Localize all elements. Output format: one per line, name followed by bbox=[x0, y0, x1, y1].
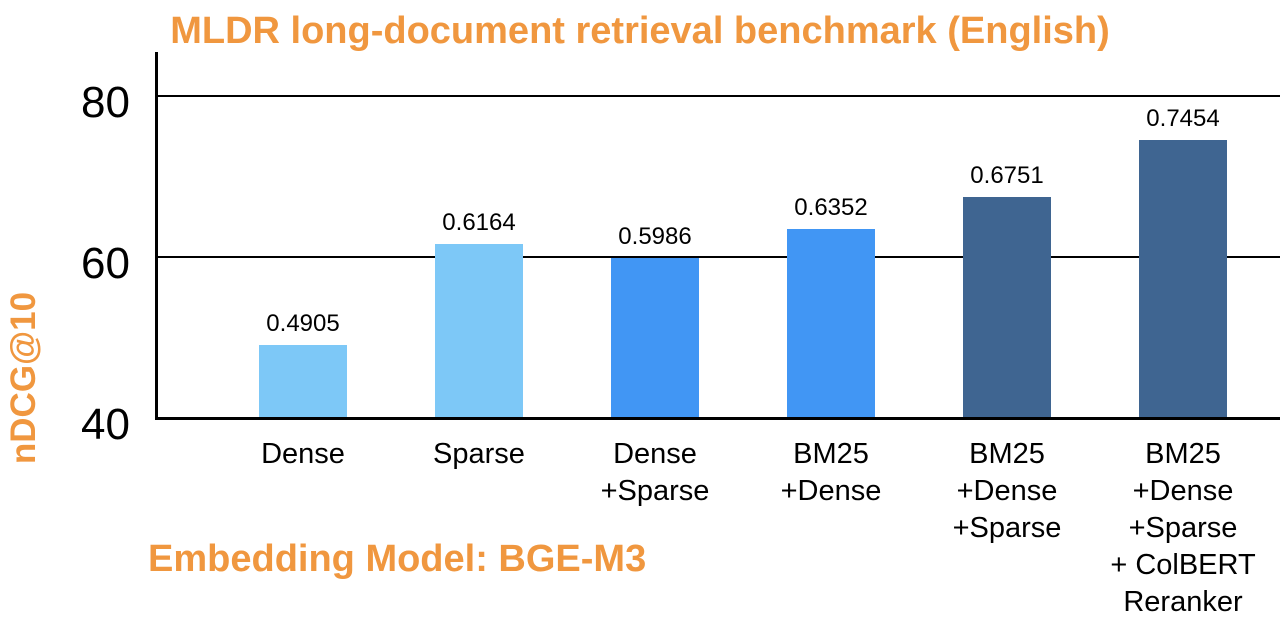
category-label-line: +Dense bbox=[780, 475, 882, 507]
bar bbox=[259, 345, 347, 419]
gridline-80 bbox=[157, 95, 1280, 97]
y-tick-label: 80 bbox=[81, 78, 130, 127]
category-label-line: Dense bbox=[613, 438, 697, 470]
chart-title: MLDR long-document retrieval benchmark (… bbox=[170, 10, 1110, 52]
gridline-60 bbox=[157, 256, 1280, 258]
bar bbox=[435, 243, 523, 419]
y-tick-label: 40 bbox=[81, 400, 130, 449]
category-label-line: +Sparse bbox=[1128, 512, 1238, 544]
category-label: Dense bbox=[208, 436, 398, 473]
y-tick-label: 60 bbox=[81, 239, 130, 288]
category-label-line: Reranker bbox=[1123, 586, 1243, 618]
category-label-line: +Dense bbox=[1132, 475, 1234, 507]
category-label-line: BM25 bbox=[969, 438, 1045, 470]
bar-value-label: 0.5986 bbox=[618, 223, 692, 251]
category-label-line: BM25 bbox=[793, 438, 869, 470]
bar-value-label: 0.7454 bbox=[1146, 104, 1220, 132]
category-label: BM25 +Dense bbox=[736, 436, 926, 510]
y-axis-line bbox=[155, 52, 158, 418]
bar-value-label: 0.6751 bbox=[970, 161, 1044, 189]
bar bbox=[1139, 139, 1227, 419]
category-label-line: + ColBERT bbox=[1110, 549, 1256, 581]
category-label: Sparse bbox=[384, 436, 574, 473]
category-label: BM25 +Dense +Sparse + ColBERT Reranker bbox=[1088, 436, 1278, 621]
category-label-line: Dense bbox=[261, 438, 345, 470]
embedding-model-annotation: Embedding Model: BGE-M3 bbox=[148, 538, 647, 580]
bar-value-label: 0.6352 bbox=[794, 193, 868, 221]
category-label-line: +Sparse bbox=[600, 475, 710, 507]
category-label-line: Sparse bbox=[433, 438, 525, 470]
category-label-line: BM25 bbox=[1145, 438, 1221, 470]
bar-value-label: 0.6164 bbox=[442, 208, 516, 236]
bar bbox=[787, 228, 875, 419]
category-label-line: +Dense bbox=[956, 475, 1058, 507]
x-axis-line bbox=[155, 417, 1280, 420]
category-label-line: +Sparse bbox=[952, 512, 1062, 544]
category-label: BM25 +Dense +Sparse bbox=[912, 436, 1102, 547]
bar-value-label: 0.4905 bbox=[266, 310, 340, 338]
category-label: Dense +Sparse bbox=[560, 436, 750, 510]
bar bbox=[963, 196, 1051, 419]
bar bbox=[611, 258, 699, 419]
